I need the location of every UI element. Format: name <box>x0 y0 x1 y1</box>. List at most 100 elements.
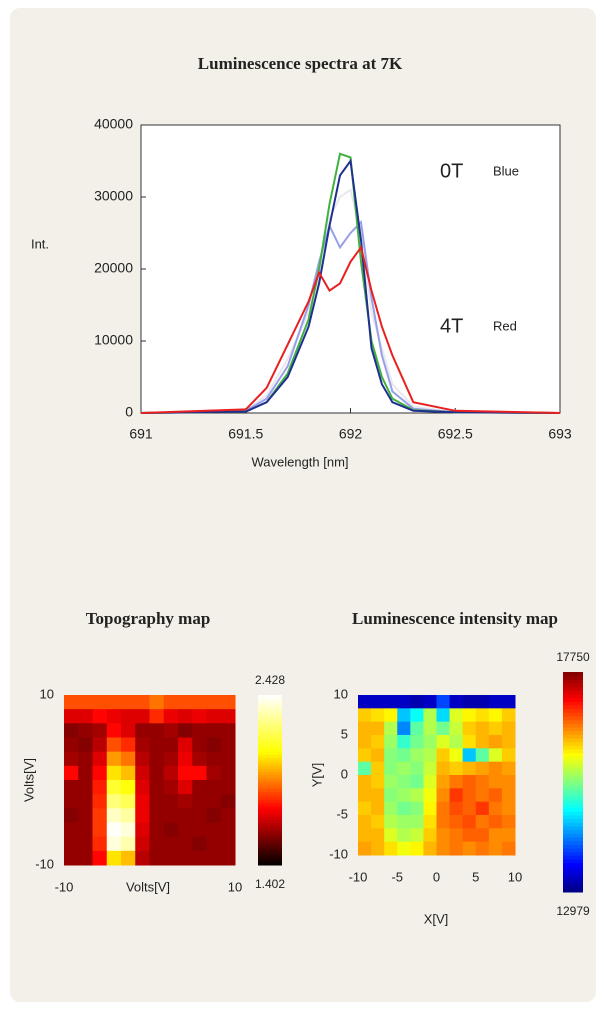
colorbar-step <box>258 848 282 852</box>
colorbar-step <box>258 850 282 855</box>
colorbar-step <box>258 839 282 843</box>
colorbar-step <box>563 701 583 706</box>
heat-cell <box>371 841 385 856</box>
heat-cell <box>462 801 477 816</box>
heat-cell <box>163 780 179 795</box>
heat-cell <box>220 737 236 753</box>
heat-cell <box>475 695 490 709</box>
heat-cell <box>106 737 122 753</box>
colorbar-step <box>563 881 583 886</box>
heat-cell <box>64 794 79 809</box>
heat-cell <box>92 794 108 809</box>
spectrum-line <box>140 245 561 414</box>
heat-cell <box>163 765 179 781</box>
x-axis-label: Volts[V] <box>126 879 170 894</box>
colorbar-step <box>258 765 282 770</box>
heat-cell <box>149 780 165 795</box>
heat-cell <box>149 737 165 753</box>
heat-cell <box>462 761 477 776</box>
colorbar-step <box>563 749 583 754</box>
chart-title: Luminescence intensity map <box>352 609 558 628</box>
heat-cell <box>384 761 398 776</box>
heat-cell <box>501 775 516 789</box>
heat-cell <box>410 695 424 709</box>
colorbar-step <box>258 757 282 761</box>
heat-cell <box>436 748 451 763</box>
heat-cell <box>423 801 437 816</box>
colorbar-step <box>258 780 282 784</box>
colorbar-step <box>258 856 282 860</box>
heat-cell <box>192 794 207 809</box>
heat-cell <box>106 709 122 724</box>
x-axis-label: Wavelength [nm] <box>251 454 348 469</box>
heat-cell <box>384 708 398 723</box>
heat-cell <box>501 801 516 816</box>
heat-cell <box>462 735 477 749</box>
heat-cell <box>501 761 516 776</box>
colorbar-step <box>563 774 583 779</box>
colorbar-step <box>258 797 282 801</box>
heat-cell <box>358 828 372 843</box>
heat-cell <box>121 751 136 767</box>
heat-cell <box>64 850 79 866</box>
y-tick-label: 0 <box>125 404 133 420</box>
heat-cell <box>206 723 222 738</box>
heat-cell <box>163 836 179 852</box>
colorbar-step <box>563 807 583 812</box>
heat-cell <box>135 723 150 738</box>
heat-cell <box>384 695 398 709</box>
heat-cell <box>423 735 437 749</box>
heat-cell <box>149 794 165 809</box>
heat-cell <box>106 850 122 866</box>
heat-cell <box>206 836 222 852</box>
heat-cell <box>397 815 411 829</box>
heat-cell <box>358 735 372 749</box>
heat-cell <box>135 836 150 852</box>
heat-cell <box>121 794 136 809</box>
colorbar-step <box>258 706 282 710</box>
y-axis-label: Volts[V] <box>21 758 36 802</box>
heat-cell <box>371 735 385 749</box>
heat-cell <box>501 748 516 763</box>
colorbar-step <box>258 729 282 733</box>
heat-cell <box>423 841 437 856</box>
x-tick-label: 691.5 <box>228 426 263 442</box>
heat-cell <box>106 695 122 710</box>
heat-cell <box>220 808 236 823</box>
heat-cell <box>436 695 451 709</box>
heat-cell <box>488 708 503 723</box>
heat-cell <box>410 815 424 829</box>
colorbar-step <box>258 743 282 747</box>
heat-cell <box>178 780 193 795</box>
heat-cell <box>220 836 236 852</box>
heat-cell <box>192 737 207 753</box>
y-tick-label: -5 <box>336 806 348 821</box>
heat-cell <box>92 751 108 767</box>
heat-cell <box>206 808 222 823</box>
heat-cell <box>501 815 516 829</box>
colorbar-step <box>258 828 282 832</box>
heat-cell <box>149 765 165 781</box>
colorbar-step <box>258 746 282 750</box>
colorbar-step <box>563 752 583 757</box>
heat-cell <box>358 788 372 803</box>
heat-cell <box>462 695 477 709</box>
y-axis-label: Y[V] <box>309 763 324 788</box>
heat-cell <box>358 695 372 709</box>
heat-cell <box>475 721 490 736</box>
heat-cell <box>64 808 79 823</box>
x-tick-label: -10 <box>55 879 74 894</box>
heat-cell <box>220 751 236 767</box>
colorbar-step <box>563 870 583 875</box>
heat-cell <box>192 765 207 781</box>
colorbar-step <box>563 888 583 893</box>
heat-cell <box>384 828 398 843</box>
colorbar-step <box>258 774 282 778</box>
heat-cell <box>135 808 150 823</box>
colorbar-step <box>258 794 282 798</box>
colorbar-step <box>563 708 583 713</box>
colorbar-step <box>563 697 583 702</box>
y-tick-label: 0 <box>341 766 348 781</box>
heat-cell <box>106 780 122 795</box>
heat-cell <box>488 761 503 776</box>
